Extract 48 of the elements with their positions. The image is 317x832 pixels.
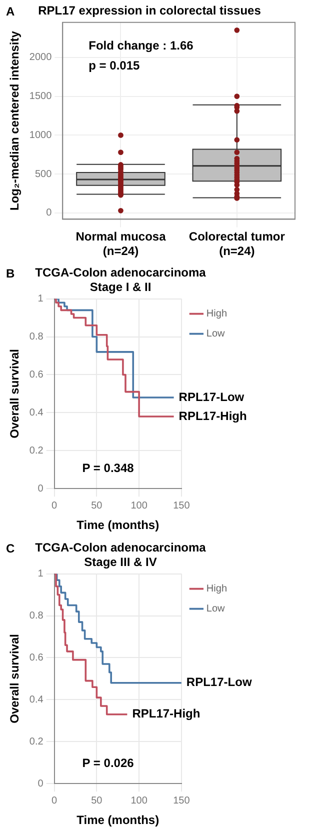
- y-tick-label: 0: [38, 483, 44, 494]
- x-tick-label: Normal mucosa (n=24): [76, 230, 166, 258]
- text: C: [6, 541, 15, 556]
- y-tick-label: 0.6: [29, 652, 44, 664]
- legend-label: Low: [206, 328, 226, 340]
- annotation: p = 0.015: [88, 58, 140, 73]
- x-tick-label: 150: [173, 500, 190, 512]
- y-axis-title: Overall survival: [8, 349, 22, 438]
- y-tick-label: 1: [38, 568, 44, 580]
- x-tick-label: 50: [91, 500, 103, 512]
- y-tick-label: 0: [46, 208, 52, 219]
- y-tick-label: 0.4: [29, 694, 44, 706]
- x-tick-label: 100: [130, 500, 148, 512]
- x-axis-title: Time (months): [76, 518, 160, 532]
- x-tick-label: 50: [91, 795, 103, 806]
- legend-label: Low: [206, 604, 226, 615]
- legend-label: High: [206, 584, 228, 595]
- y-tick-label: 0.8: [29, 332, 44, 343]
- chart-title: RPL17 expression in colorectal tissues: [38, 4, 262, 18]
- annotation: RPL17-Low: [178, 390, 245, 404]
- annotation: RPL17-High: [178, 408, 247, 423]
- x-tick-label: 150: [173, 795, 190, 806]
- y-tick-label: 500: [34, 168, 52, 180]
- y-tick-label: 0.4: [29, 407, 44, 418]
- annotation: P = 0.026: [82, 756, 134, 770]
- y-tick-label: 0: [38, 778, 44, 790]
- x-tick-label: Colorectal tumor (n=24): [188, 230, 286, 258]
- y-tick-label: 0.8: [29, 610, 44, 622]
- x-axis-title: Time (months): [76, 813, 160, 828]
- y-axis-title: Log₂-median centered intensity: [8, 30, 22, 210]
- y-tick-label: 1: [38, 294, 44, 305]
- y-tick-label: 1000: [29, 130, 52, 141]
- legend-label: High: [206, 308, 228, 320]
- y-axis-title: Overall survival: [8, 634, 22, 724]
- y-tick-label: 1500: [29, 91, 52, 102]
- chart-title: TCGA-Colon adenocarcinoma Stage III & IV: [35, 540, 206, 569]
- annotation: RPL17-Low: [186, 675, 252, 690]
- x-tick-label: 100: [130, 795, 148, 806]
- y-tick-label: 0.2: [29, 736, 44, 748]
- annotation: Fold change : 1.66: [88, 38, 194, 53]
- text: B: [6, 266, 15, 280]
- y-tick-label: 0.2: [29, 445, 44, 456]
- annotation: RPL17-High: [132, 706, 200, 721]
- y-tick-label: 0.6: [29, 369, 44, 380]
- chart-title: TCGA-Colon adenocarcinoma Stage I & II: [35, 266, 206, 294]
- annotation: P = 0.348: [82, 460, 134, 475]
- text: A: [6, 4, 15, 18]
- y-tick-label: 2000: [29, 52, 52, 64]
